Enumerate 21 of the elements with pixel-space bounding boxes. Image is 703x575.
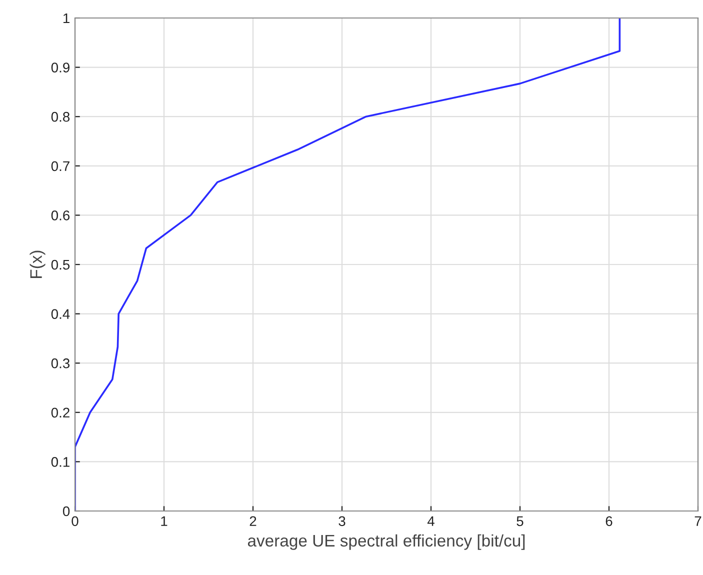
- x-axis-title: average UE spectral efficiency [bit/cu]: [248, 534, 525, 550]
- y-tick-label: 0: [62, 506, 70, 516]
- x-tick-label: 3: [338, 516, 346, 526]
- x-tick-label: 7: [694, 516, 702, 526]
- y-tick-label: 0.3: [51, 358, 70, 368]
- x-tick-label: 4: [427, 516, 434, 526]
- y-tick-label: 0.9: [51, 62, 70, 72]
- y-tick-label: 0.1: [51, 457, 70, 467]
- y-tick-label: 1: [63, 13, 70, 24]
- y-tick-label: 0.7: [51, 161, 70, 172]
- y-tick-label: 0.6: [51, 210, 70, 220]
- x-tick-label: 0: [72, 516, 78, 526]
- y-tick-label: 0.4: [51, 309, 70, 319]
- x-tick-label: 1: [161, 516, 168, 526]
- y-axis-title: F(x): [30, 250, 46, 278]
- y-tick-label: 0.2: [51, 408, 70, 418]
- x-tick-label: 2: [250, 516, 256, 526]
- y-tick-label: 0.5: [51, 260, 70, 270]
- x-tick-label: 5: [516, 516, 524, 526]
- x-tick-label: 6: [606, 516, 612, 526]
- y-tick-label: 0.8: [51, 112, 70, 122]
